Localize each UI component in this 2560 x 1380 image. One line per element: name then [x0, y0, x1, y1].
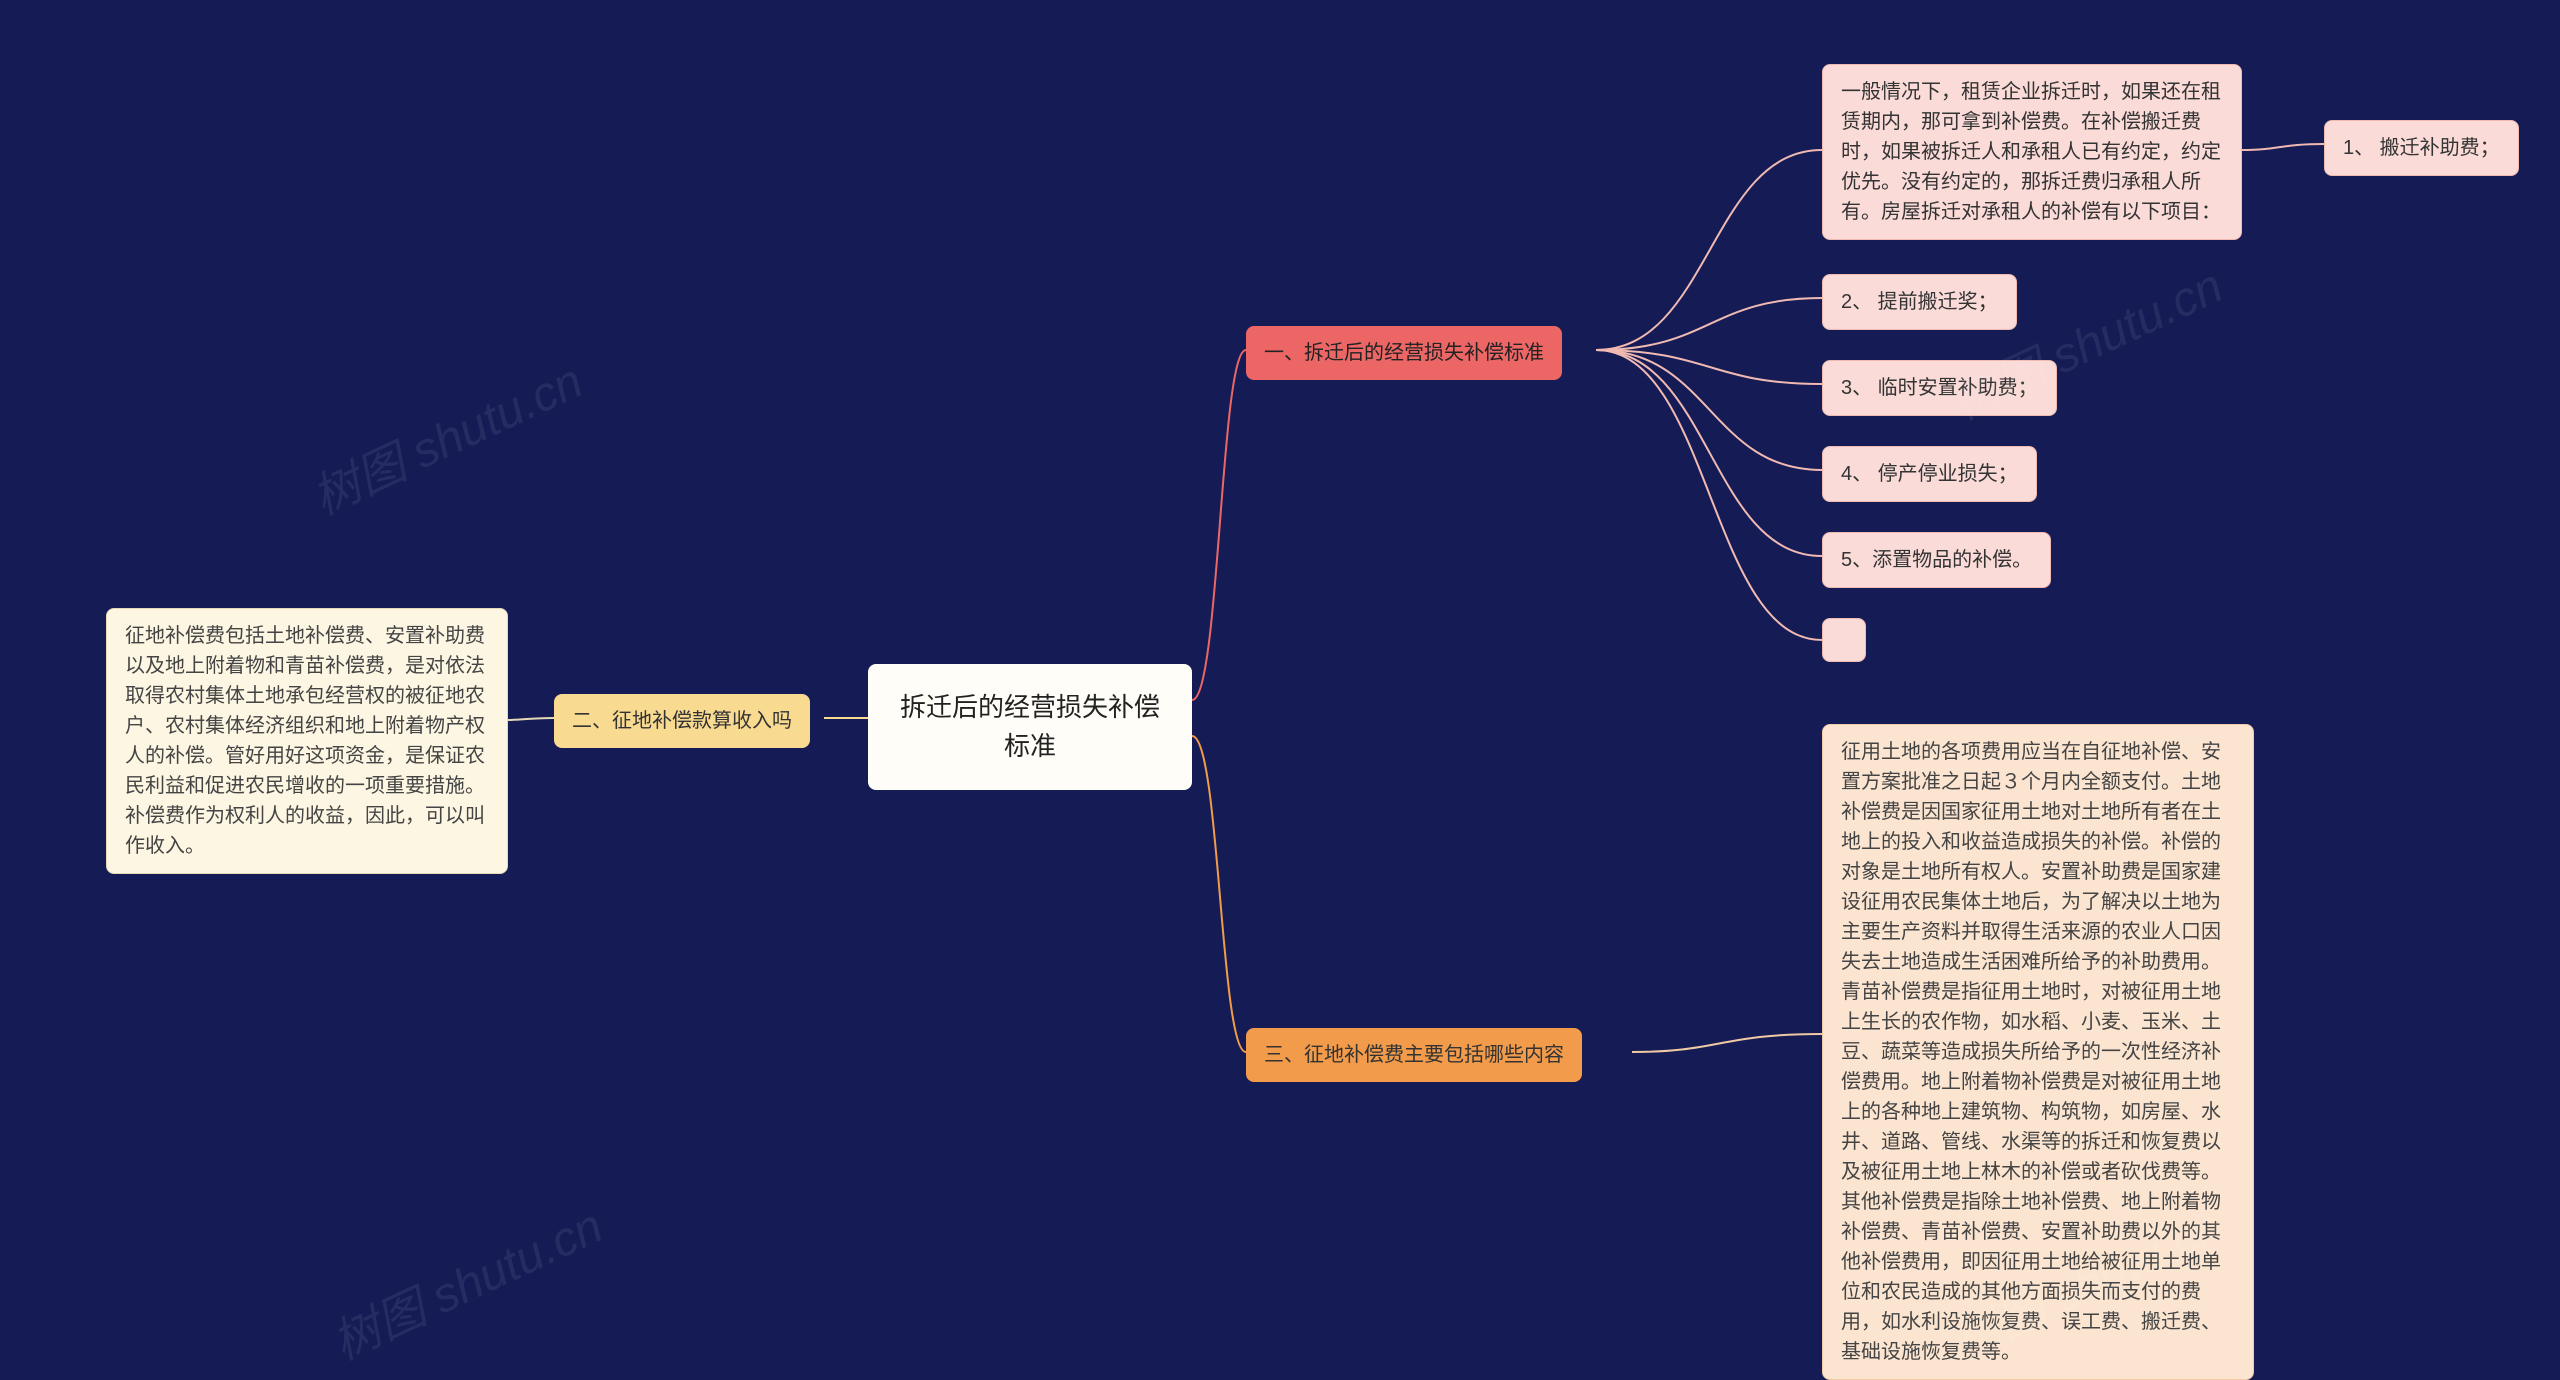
branch1-leaf0-child[interactable]: 1、 搬迁补助费；	[2324, 120, 2519, 176]
branch1-leaf0-label: 一般情况下，租赁企业拆迁时，如果还在租赁期内，那可拿到补偿费。在补偿搬迁费时，如…	[1841, 81, 2221, 223]
branch3-node[interactable]: 三、征地补偿费主要包括哪些内容	[1246, 1028, 1582, 1082]
branch1-leaf2[interactable]: 3、 临时安置补助费；	[1822, 360, 2057, 416]
branch2-label: 二、征地补偿款算收入吗	[572, 710, 792, 732]
branch1-leaf5[interactable]	[1822, 618, 1866, 662]
branch1-leaf4-label: 5、添置物品的补偿。	[1841, 549, 2032, 571]
branch3-leaf0-label: 征用土地的各项费用应当在自征地补偿、安置方案批准之日起３个月内全额支付。土地补偿…	[1841, 741, 2221, 1363]
branch2-leaf0-label: 征地补偿费包括土地补偿费、安置补助费以及地上附着物和青苗补偿费，是对依法取得农村…	[125, 625, 485, 857]
watermark-0: 树图 shutu.cn	[299, 342, 592, 528]
branch1-label: 一、拆迁后的经营损失补偿标准	[1264, 342, 1544, 364]
branch3-label: 三、征地补偿费主要包括哪些内容	[1264, 1044, 1564, 1066]
branch1-leaf4[interactable]: 5、添置物品的补偿。	[1822, 532, 2051, 588]
center-node[interactable]: 拆迁后的经营损失补偿标准	[868, 664, 1192, 790]
branch2-leaf0[interactable]: 征地补偿费包括土地补偿费、安置补助费以及地上附着物和青苗补偿费，是对依法取得农村…	[106, 608, 508, 874]
branch1-leaf1-label: 2、 提前搬迁奖；	[1841, 291, 1998, 313]
branch1-leaf3[interactable]: 4、 停产停业损失；	[1822, 446, 2037, 502]
branch1-node[interactable]: 一、拆迁后的经营损失补偿标准	[1246, 326, 1562, 380]
branch1-leaf2-label: 3、 临时安置补助费；	[1841, 377, 2038, 399]
branch1-leaf0[interactable]: 一般情况下，租赁企业拆迁时，如果还在租赁期内，那可拿到补偿费。在补偿搬迁费时，如…	[1822, 64, 2242, 240]
branch1-leaf1[interactable]: 2、 提前搬迁奖；	[1822, 274, 2017, 330]
branch1-leaf3-label: 4、 停产停业损失；	[1841, 463, 2018, 485]
branch2-node[interactable]: 二、征地补偿款算收入吗	[554, 694, 810, 748]
branch1-leaf0-child-label: 1、 搬迁补助费；	[2343, 137, 2500, 159]
branch3-leaf0[interactable]: 征用土地的各项费用应当在自征地补偿、安置方案批准之日起３个月内全额支付。土地补偿…	[1822, 724, 2254, 1380]
watermark-2: 树图 shutu.cn	[319, 1187, 612, 1373]
center-label: 拆迁后的经营损失补偿标准	[900, 692, 1160, 761]
